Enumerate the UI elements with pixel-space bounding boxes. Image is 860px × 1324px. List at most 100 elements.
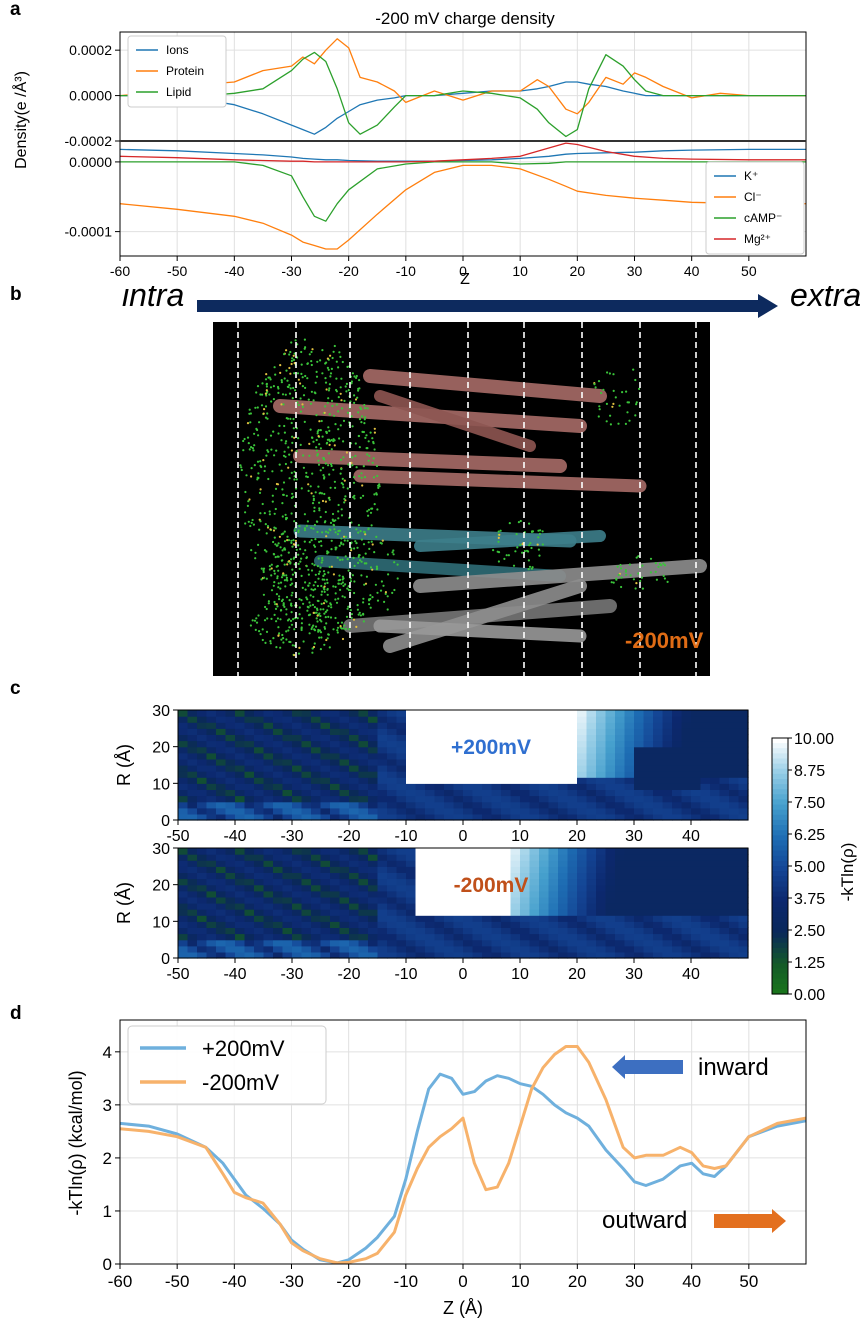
heatmap-cell [577, 740, 588, 748]
heatmap-cell [178, 740, 189, 748]
density-dot [357, 531, 360, 534]
heatmap-cell [368, 866, 379, 873]
density-dot [323, 585, 326, 588]
heatmap-cell [577, 734, 588, 742]
heatmap-cell [453, 933, 464, 941]
heatmap-cell [558, 777, 569, 784]
heatmap-cell [292, 740, 303, 748]
heatmap-cell [596, 813, 607, 821]
density-dot [282, 572, 285, 575]
heatmap-cell [244, 795, 255, 803]
heatmap-cell [643, 872, 654, 880]
heatmap-cell [501, 801, 512, 809]
heatmap-cell [425, 884, 436, 892]
density-dot [342, 584, 345, 587]
heatmap-cell [529, 945, 540, 953]
heatmap-cell [178, 746, 189, 754]
heatmap-cell [244, 807, 255, 815]
density-dot [314, 581, 317, 584]
heatmap-cell [368, 740, 379, 748]
heatmap-cell [482, 939, 493, 947]
heatmap-cell [596, 758, 607, 766]
heatmap-cell [197, 728, 208, 735]
density-dot [332, 573, 335, 576]
heatmap-cell [738, 878, 749, 886]
heatmap-cell [320, 771, 331, 778]
heatmap-cell [529, 878, 540, 886]
heatmap-cell [681, 921, 692, 928]
charge-density-chart: -200 mV charge density0.00020.0000-0.000… [11, 9, 807, 286]
heatmap-cell [235, 909, 246, 916]
density-dot [270, 563, 273, 566]
colorbar-segment [772, 768, 788, 775]
heatmap-cell [634, 939, 645, 947]
y-tick-label: 20 [152, 740, 170, 757]
x-tick-label: -20 [336, 1272, 361, 1291]
density-dot [641, 587, 645, 590]
heatmap-cell [292, 795, 303, 803]
density-dot [330, 539, 333, 542]
heatmap-cell [615, 710, 626, 717]
y-tick-label: 0.0002 [69, 42, 112, 58]
x-tick-label: 40 [682, 1272, 701, 1291]
heatmap-cell [539, 951, 550, 959]
heatmap-cell [463, 903, 474, 910]
density-dot [311, 647, 314, 650]
heatmap-cell [463, 789, 474, 797]
heatmap-cell [672, 896, 683, 904]
colorbar-segment [772, 773, 788, 780]
density-dot [352, 618, 356, 621]
density-dot [298, 646, 301, 649]
heatmap-cell [510, 789, 521, 797]
heatmap-cell [197, 884, 208, 892]
density-dot [343, 596, 346, 599]
heatmap-cell [558, 758, 569, 766]
heatmap-cell [615, 866, 626, 873]
heatmap-cell [235, 765, 246, 772]
heatmap-cell [672, 740, 683, 748]
density-dot [339, 424, 342, 427]
x-tick-label: -50 [167, 263, 187, 279]
heatmap-cell [529, 740, 540, 748]
density-dot [363, 562, 366, 565]
heatmap-cell [491, 716, 502, 723]
colorbar-segment [772, 886, 788, 893]
heatmap-cell [387, 939, 398, 947]
heatmap-cell [491, 777, 502, 784]
heatmap-cell [387, 945, 398, 953]
heatmap-cell [700, 921, 711, 928]
density-dot [295, 548, 298, 551]
density-dot [362, 597, 365, 600]
density-dot [320, 561, 323, 564]
density-dot [364, 407, 367, 410]
heatmap-cell [244, 722, 255, 729]
density-dot [330, 548, 333, 551]
heatmap-cell [425, 740, 436, 748]
heatmap-cell [672, 783, 683, 790]
heatmap-cell [339, 927, 350, 935]
x-tick-label: -10 [394, 828, 417, 845]
y-tick-label: -0.0001 [65, 224, 113, 240]
heatmap-cell [662, 872, 673, 880]
heatmap-cell [273, 896, 284, 904]
density-dot [327, 605, 330, 608]
density-dot [273, 581, 276, 584]
density-dot [289, 583, 292, 587]
density-dot [287, 629, 290, 632]
heatmap-cell [482, 915, 493, 922]
heatmap-cell [377, 872, 388, 880]
heatmap-cell [472, 878, 483, 886]
heatmap-cell [254, 758, 265, 766]
density-dot [249, 624, 252, 627]
heatmap-cell [662, 807, 673, 815]
heatmap-cell [263, 921, 274, 928]
heatmap-cell [529, 734, 540, 742]
heatmap-cell [653, 939, 664, 947]
heatmap-cell [396, 939, 407, 947]
heatmap-cell [301, 752, 312, 760]
heatmap-cell [415, 789, 426, 797]
density-dot [271, 494, 274, 497]
heatmap-cell [662, 795, 673, 803]
density-dot [328, 383, 331, 386]
density-dot [342, 419, 346, 422]
